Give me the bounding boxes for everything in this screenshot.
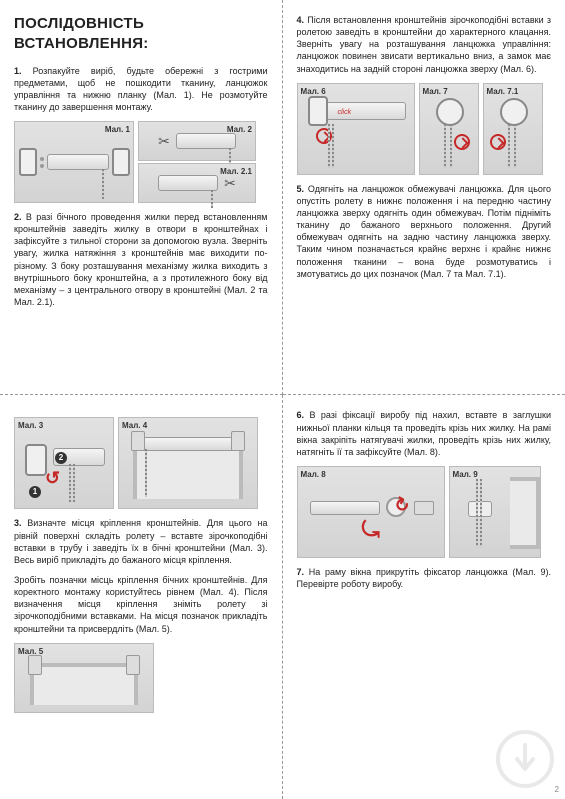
- figure-3: Мал. 3 1 2 ↺: [14, 417, 114, 509]
- figure-2-1: Мал. 2.1 ✂: [138, 163, 256, 203]
- figure-7: Мал. 7: [419, 83, 479, 175]
- step-6: 6. В разі фіксації виробу під нахил, вст…: [297, 409, 552, 458]
- scissors-icon: ✂: [158, 132, 170, 151]
- figure-row-6: Мал. 8 ↻ ⤿ Мал. 9: [297, 466, 552, 558]
- figure-label: Мал. 1: [105, 125, 130, 136]
- figure-8: Мал. 8 ↻ ⤿: [297, 466, 445, 558]
- curved-arrow-icon: ⤿: [362, 515, 380, 545]
- watermark-icon: [495, 729, 555, 789]
- bracket-icon: [28, 655, 42, 675]
- figure-1: Мал. 1: [14, 121, 134, 203]
- figure-2: Мал. 2 ✂: [138, 121, 256, 161]
- step-1: 1. Розпакуйте виріб, будьте обережні з г…: [14, 65, 268, 114]
- figure-6: Мал. 6 click: [297, 83, 415, 175]
- figure-row-3: Мал. 3 1 2 ↺ Мал. 4: [14, 417, 268, 509]
- page-number: 2: [555, 785, 559, 796]
- figure-row-4: Мал. 6 click Мал. 7 Мал. 7.1: [297, 83, 552, 175]
- curved-arrow-icon: ↺: [45, 466, 60, 490]
- figure-row-1: Мал. 1 Мал. 2 ✂: [14, 121, 268, 203]
- step-5: 5. Одягніть на ланцюжок обмежувачі ланцю…: [297, 183, 552, 280]
- step-7: 7. На раму вікна прикрутіть фіксатор лан…: [297, 566, 552, 590]
- step-4: 4. Після встановлення кронштейнів зірочк…: [297, 14, 552, 75]
- figure-label: Мал. 2.1: [220, 167, 252, 178]
- figure-4: Мал. 4: [118, 417, 258, 509]
- figure-5: Мал. 5: [14, 643, 154, 713]
- badge-1: 1: [29, 486, 41, 498]
- click-label: click: [338, 108, 352, 117]
- step-3: 3. Визначте місця кріплення кронштейнів.…: [14, 517, 268, 566]
- figure-9: Мал. 9: [449, 466, 541, 558]
- arrow-icon: [490, 134, 506, 150]
- bracket-icon: [19, 148, 37, 176]
- bracket-icon: [231, 431, 245, 451]
- figure-7-1: Мал. 7.1: [483, 83, 543, 175]
- figure-row-5: Мал. 5: [14, 643, 268, 713]
- step-2: 2. В разі бічного проведення жилки перед…: [14, 211, 268, 308]
- bracket-icon: [131, 431, 145, 451]
- bracket-icon: [126, 655, 140, 675]
- step-3b: Зробіть позначки місць кріплення бічних …: [14, 574, 268, 635]
- arrow-icon: [454, 134, 470, 150]
- page-title: ПОСЛІДОВНІСТЬ ВСТАНОВЛЕННЯ:: [14, 14, 268, 55]
- bracket-icon: [112, 148, 130, 176]
